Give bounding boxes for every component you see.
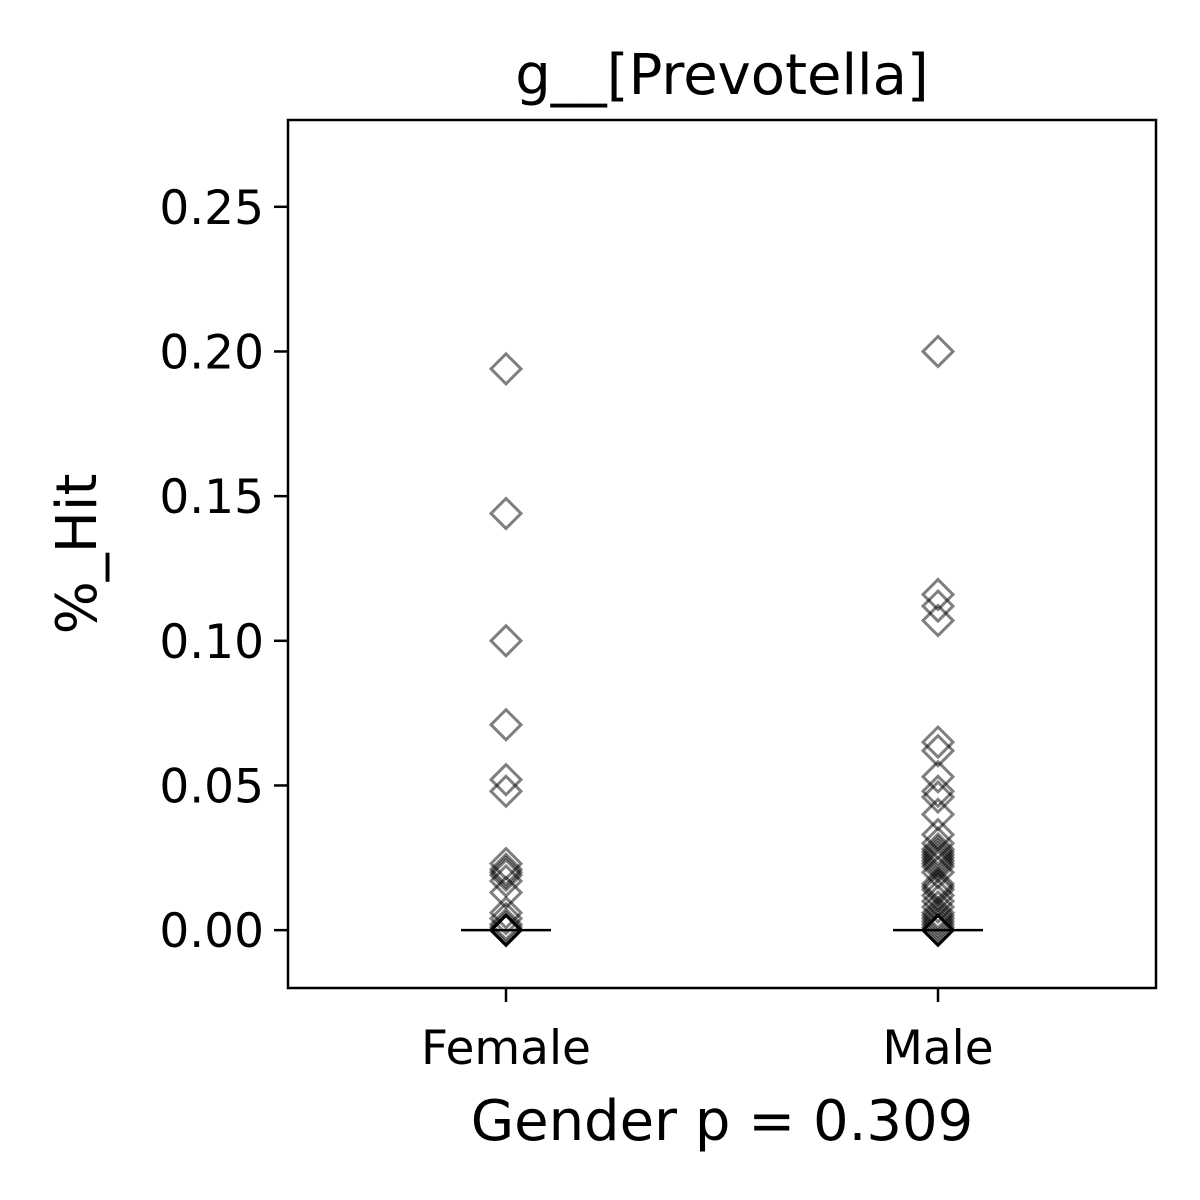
point-female-14 [488, 907, 524, 942]
point-male-12 [920, 831, 956, 867]
y-tick-label-3: 0.15 [159, 470, 264, 525]
point-male-31 [920, 910, 956, 945]
y-tick-label-0: 0.00 [159, 904, 264, 959]
point-male-2 [920, 588, 956, 624]
point-male-5 [920, 733, 956, 768]
point-female-2 [488, 623, 524, 658]
point-male-1 [920, 577, 956, 612]
y-axis-label: %_Hit [45, 474, 110, 635]
point-female-7 [488, 852, 524, 887]
point-female-15 [488, 910, 524, 945]
point-male-30 [920, 907, 956, 942]
point-male-37 [920, 913, 956, 948]
point-female-23 [488, 913, 524, 948]
point-female-4 [488, 762, 524, 797]
point-female-9 [488, 858, 524, 893]
point-female-8 [488, 855, 524, 890]
plot-frame [286, 118, 1158, 990]
point-female-3 [488, 707, 524, 742]
y-tick-label-5: 0.25 [159, 181, 264, 236]
point-female-13 [488, 901, 524, 936]
x-axis: Female Male [421, 988, 994, 1076]
y-tick-label-1: 0.05 [159, 759, 264, 814]
data-points [488, 334, 956, 948]
chart-title: g__[Prevotella] [515, 43, 929, 108]
point-male-25 [920, 889, 956, 925]
x-tick-label-female: Female [421, 1021, 591, 1076]
y-tick-label-2: 0.10 [159, 615, 264, 670]
point-male-9 [920, 797, 956, 832]
point-male-7 [920, 774, 956, 809]
point-male-4 [920, 724, 956, 760]
point-male-0 [920, 334, 956, 369]
point-male-8 [920, 779, 956, 815]
x-axis-label: Gender p = 0.309 [471, 1089, 974, 1154]
x-tick-label-male: Male [882, 1021, 993, 1076]
point-female-0 [488, 351, 524, 386]
point-male-29 [920, 904, 956, 939]
point-female-5 [488, 774, 524, 809]
point-female-1 [488, 496, 524, 531]
point-male-26 [920, 895, 956, 930]
point-male-3 [920, 603, 956, 638]
point-female-12 [488, 895, 524, 930]
y-axis: 0.00 0.05 0.10 0.15 0.20 0.25 [159, 181, 288, 959]
point-male-28 [920, 901, 956, 936]
point-male-6 [920, 759, 956, 794]
y-tick-label-4: 0.20 [159, 325, 264, 380]
